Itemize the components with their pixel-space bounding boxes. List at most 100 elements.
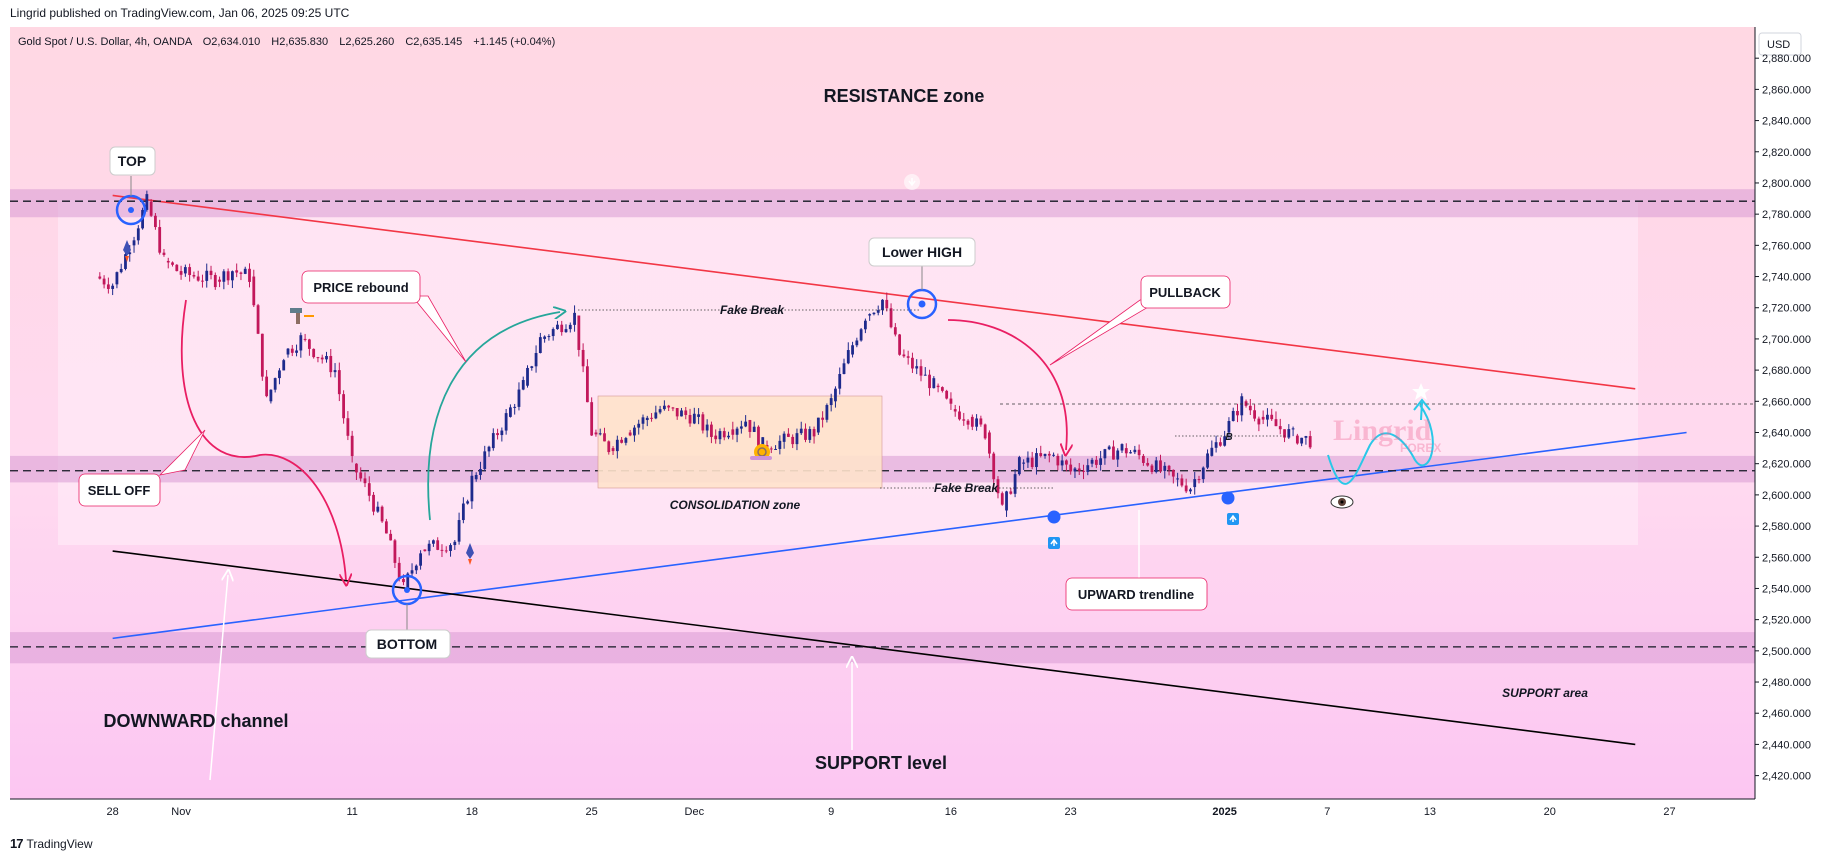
tradingview-footer[interactable]: 17 TradingView [10, 836, 93, 851]
candle-body [325, 355, 328, 360]
candle-body [111, 285, 115, 289]
x-tick-label: 13 [1424, 806, 1436, 818]
candle-body [175, 264, 179, 272]
y-tick-label: 2,640.000 [1762, 427, 1811, 439]
candle-body [1266, 414, 1269, 420]
candle-body [307, 339, 311, 349]
currency-button[interactable] [1758, 32, 1802, 56]
candle-body [538, 337, 542, 354]
candle-body [881, 299, 884, 311]
candle-body [727, 435, 730, 438]
candle-body [1141, 455, 1145, 463]
candle-body [201, 280, 204, 282]
candle-body [1227, 421, 1231, 433]
candle-body [128, 252, 132, 255]
candle-body [406, 573, 410, 589]
candle-body [1065, 460, 1068, 465]
candle-body [295, 350, 298, 353]
candle-body [376, 506, 380, 512]
candle-body [1077, 468, 1081, 471]
y-tick-label: 2,520.000 [1762, 615, 1811, 627]
candle-body [692, 413, 696, 424]
candle-body [620, 439, 624, 443]
candle-body [688, 414, 692, 424]
candle-body [714, 435, 718, 440]
y-tick-label: 2,580.000 [1762, 521, 1811, 533]
candle-body [893, 327, 897, 335]
candle-body [782, 433, 786, 442]
candle-body [624, 438, 628, 443]
candle-body [470, 475, 474, 502]
candle-body [461, 503, 465, 521]
candle-body [915, 366, 919, 369]
candle-body [816, 417, 820, 433]
y-tick-label: 2,760.000 [1762, 240, 1811, 252]
candle-body [735, 428, 739, 435]
candle-body [1060, 460, 1064, 466]
candle-body [564, 329, 568, 333]
candle-body [590, 402, 594, 436]
candle-body [273, 378, 277, 390]
candle-body [821, 417, 825, 420]
candle-body [1210, 447, 1214, 456]
candle-body [1030, 457, 1034, 468]
candle-body [812, 429, 816, 437]
candle-body [509, 407, 512, 417]
candle-body [1026, 457, 1030, 463]
candle-body [1300, 437, 1304, 444]
candle-body [744, 421, 748, 427]
x-tick-label: 2025 [1212, 806, 1236, 818]
candle-body [906, 356, 910, 358]
candle-body [337, 370, 341, 395]
candle-body [1154, 460, 1158, 473]
candle-body [611, 448, 615, 452]
candle-body [846, 350, 850, 364]
x-tick-label: 11 [346, 806, 357, 818]
candle-body [842, 363, 846, 375]
candle-body [1257, 418, 1261, 425]
candle-body [132, 240, 136, 246]
fake-break-bottom-label: Fake Break [934, 481, 999, 495]
candle-body [256, 305, 260, 334]
candle-body [1253, 410, 1256, 419]
candle-body [628, 432, 632, 436]
candle-body [384, 521, 388, 534]
candle-body [577, 315, 581, 350]
svg-text:BOTTOM: BOTTOM [377, 636, 437, 652]
candle-body [911, 357, 914, 369]
time-axis[interactable] [10, 799, 1755, 825]
downward-channel-label: DOWNWARD channel [103, 711, 288, 731]
candle-body [453, 541, 457, 546]
ohlc-close: C2,635.145 [405, 36, 462, 48]
candle-body [449, 545, 452, 551]
candle-body [526, 367, 529, 386]
candle-body [1308, 436, 1312, 448]
candle-body [414, 565, 418, 571]
x-tick-label: 7 [1324, 806, 1330, 818]
candle-body [594, 432, 598, 435]
candle-body [988, 432, 991, 454]
candle-body [889, 308, 893, 328]
candle-body [650, 417, 653, 419]
candle-body [333, 370, 337, 373]
candle-body [787, 433, 790, 437]
candle-body [205, 270, 209, 281]
candle-body [1291, 428, 1295, 430]
candle-body [1043, 453, 1047, 457]
candle-body [517, 389, 521, 407]
candle-body [1189, 489, 1192, 492]
candle-body [808, 429, 812, 440]
candle-body [654, 412, 658, 419]
candle-body [158, 227, 162, 253]
price-axis[interactable] [1755, 27, 1835, 799]
ohlc-low: L2,625.260 [339, 36, 394, 48]
channel-bottom [112, 550, 1636, 746]
y-tick-label: 2,840.000 [1762, 116, 1811, 128]
symbol-legend[interactable]: Gold Spot / U.S. Dollar, 4h, OANDA O2,63… [18, 36, 555, 48]
candle-body [1167, 465, 1171, 470]
tradingview-logo-icon: 17 [10, 836, 24, 851]
candle-body [1236, 410, 1239, 416]
support-band [10, 632, 1755, 664]
candle-body [1090, 459, 1094, 464]
